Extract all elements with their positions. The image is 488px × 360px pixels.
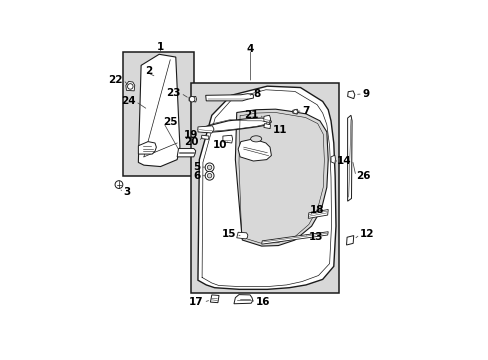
- Text: 2: 2: [145, 67, 152, 76]
- Text: 25: 25: [163, 117, 178, 127]
- Polygon shape: [177, 149, 195, 157]
- Text: 13: 13: [308, 232, 323, 242]
- Polygon shape: [201, 135, 208, 139]
- Circle shape: [293, 110, 297, 114]
- Circle shape: [205, 163, 214, 172]
- Text: 12: 12: [359, 229, 374, 239]
- Text: 14: 14: [336, 156, 350, 166]
- Text: 6: 6: [193, 171, 200, 181]
- Ellipse shape: [250, 136, 261, 142]
- Polygon shape: [347, 91, 354, 99]
- Polygon shape: [205, 94, 253, 101]
- Polygon shape: [292, 109, 298, 114]
- Text: 9: 9: [362, 89, 369, 99]
- Polygon shape: [307, 210, 327, 219]
- Text: 3: 3: [123, 187, 131, 197]
- Text: 11: 11: [272, 125, 287, 135]
- Polygon shape: [138, 141, 156, 154]
- Circle shape: [205, 171, 214, 180]
- Polygon shape: [138, 54, 180, 167]
- Text: 17: 17: [188, 297, 203, 307]
- Bar: [123, 51, 193, 176]
- Polygon shape: [264, 123, 270, 129]
- Text: 10: 10: [212, 140, 226, 150]
- Polygon shape: [236, 232, 247, 239]
- Text: 15: 15: [221, 229, 236, 239]
- Polygon shape: [330, 155, 335, 163]
- Polygon shape: [261, 232, 327, 244]
- Text: 5: 5: [193, 162, 200, 172]
- Text: 16: 16: [256, 297, 270, 307]
- Text: 8: 8: [253, 89, 260, 99]
- Text: 19: 19: [184, 130, 198, 140]
- Polygon shape: [198, 126, 214, 133]
- Polygon shape: [346, 235, 353, 245]
- Text: 20: 20: [183, 136, 198, 147]
- Circle shape: [207, 174, 211, 178]
- Circle shape: [207, 165, 211, 170]
- Circle shape: [189, 96, 195, 102]
- Polygon shape: [210, 295, 219, 303]
- Polygon shape: [198, 118, 271, 132]
- Text: 21: 21: [244, 110, 259, 120]
- Text: 4: 4: [246, 44, 254, 54]
- Polygon shape: [347, 115, 351, 201]
- Polygon shape: [125, 81, 135, 91]
- Polygon shape: [189, 96, 196, 102]
- Text: 1: 1: [157, 42, 164, 52]
- Polygon shape: [235, 109, 327, 246]
- Text: 26: 26: [355, 171, 370, 181]
- Bar: [191, 84, 339, 293]
- Circle shape: [127, 84, 133, 89]
- Text: 22: 22: [108, 75, 123, 85]
- Polygon shape: [238, 139, 271, 161]
- Polygon shape: [264, 115, 270, 122]
- Circle shape: [115, 181, 122, 188]
- Text: 24: 24: [121, 96, 135, 107]
- Polygon shape: [198, 86, 335, 289]
- Polygon shape: [233, 294, 252, 304]
- Text: 18: 18: [309, 205, 323, 215]
- Polygon shape: [223, 135, 232, 143]
- Text: 23: 23: [166, 88, 181, 98]
- Text: 7: 7: [302, 106, 309, 116]
